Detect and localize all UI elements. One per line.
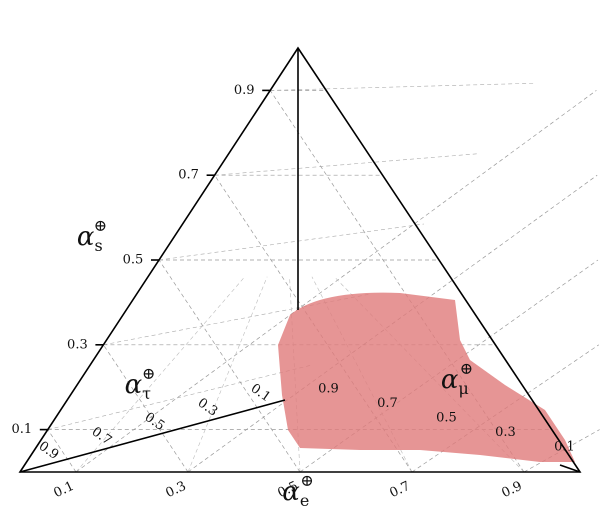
axis-superscript: ⊕: [300, 471, 313, 490]
allowed-region: [278, 292, 575, 462]
ticks: 0.10.30.50.70.9αs⊕0.1 0.3 0.5 0.7 0.9αe⊕0.90…: [11, 83, 574, 510]
axis-label: ατ⊕: [125, 364, 156, 403]
axis-superscript: ⊕: [460, 359, 473, 378]
tick-label: 0.5: [123, 253, 144, 268]
grid-line: [270, 82, 536, 91]
axis-label: αe⊕: [282, 471, 313, 510]
tick-label: 0.7: [89, 424, 115, 448]
axis-symbol: α: [441, 365, 459, 395]
grid-line: [47, 429, 77, 473]
tick-label: 0.9: [318, 382, 339, 397]
tick-label: 0.3: [495, 425, 516, 440]
axis-symbol: α: [77, 222, 95, 252]
grid-line: [269, 90, 525, 473]
tick-label: 0.9: [234, 83, 255, 98]
tick-label: 0.9: [499, 479, 524, 501]
tick-label: 0.7: [178, 168, 199, 183]
axis-subscript: μ: [458, 379, 468, 398]
tick-label: 0.5: [142, 410, 168, 434]
grid-line: [103, 344, 189, 473]
axis-subscript: τ: [142, 384, 151, 403]
axis-subscript: s: [94, 236, 102, 255]
grid-line: [75, 276, 245, 473]
grid-line: [75, 90, 597, 473]
tick-label: 0.5: [436, 411, 457, 426]
tick-label: 0.3: [163, 479, 188, 501]
tick-label: 0.7: [377, 396, 398, 411]
tick-label: 0.7: [387, 479, 412, 501]
grid-line: [158, 259, 301, 473]
axis-label: αs⊕: [77, 216, 107, 255]
axis-label: αμ⊕: [441, 359, 473, 398]
axis-symbol: α: [282, 477, 300, 507]
grid-line: [214, 153, 480, 176]
tick-label: 0.3: [195, 396, 221, 420]
axis-symbol: α: [125, 370, 143, 400]
grid-line: [47, 364, 313, 430]
tick-label: 0.1: [554, 439, 575, 454]
tick-label: 0.3: [67, 337, 88, 352]
tick-label: 0.1: [248, 381, 274, 405]
tick-label: 0.1: [51, 479, 76, 501]
axis-superscript: ⊕: [94, 216, 107, 235]
grid-line: [289, 276, 301, 473]
axis-superscript: ⊕: [142, 364, 155, 383]
grid-line: [187, 276, 268, 473]
grid-line: [158, 223, 425, 261]
axis-subscript: e: [300, 491, 309, 510]
tick-label: 0.1: [11, 422, 32, 437]
